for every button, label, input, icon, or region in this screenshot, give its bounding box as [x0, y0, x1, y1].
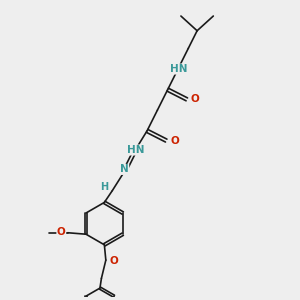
Text: O: O: [191, 94, 200, 104]
Text: HN: HN: [170, 64, 187, 74]
Text: O: O: [110, 256, 118, 266]
Text: HN: HN: [127, 145, 145, 155]
Text: N: N: [120, 164, 129, 174]
Text: O: O: [57, 227, 66, 237]
Text: O: O: [170, 136, 179, 146]
Text: H: H: [100, 182, 108, 192]
